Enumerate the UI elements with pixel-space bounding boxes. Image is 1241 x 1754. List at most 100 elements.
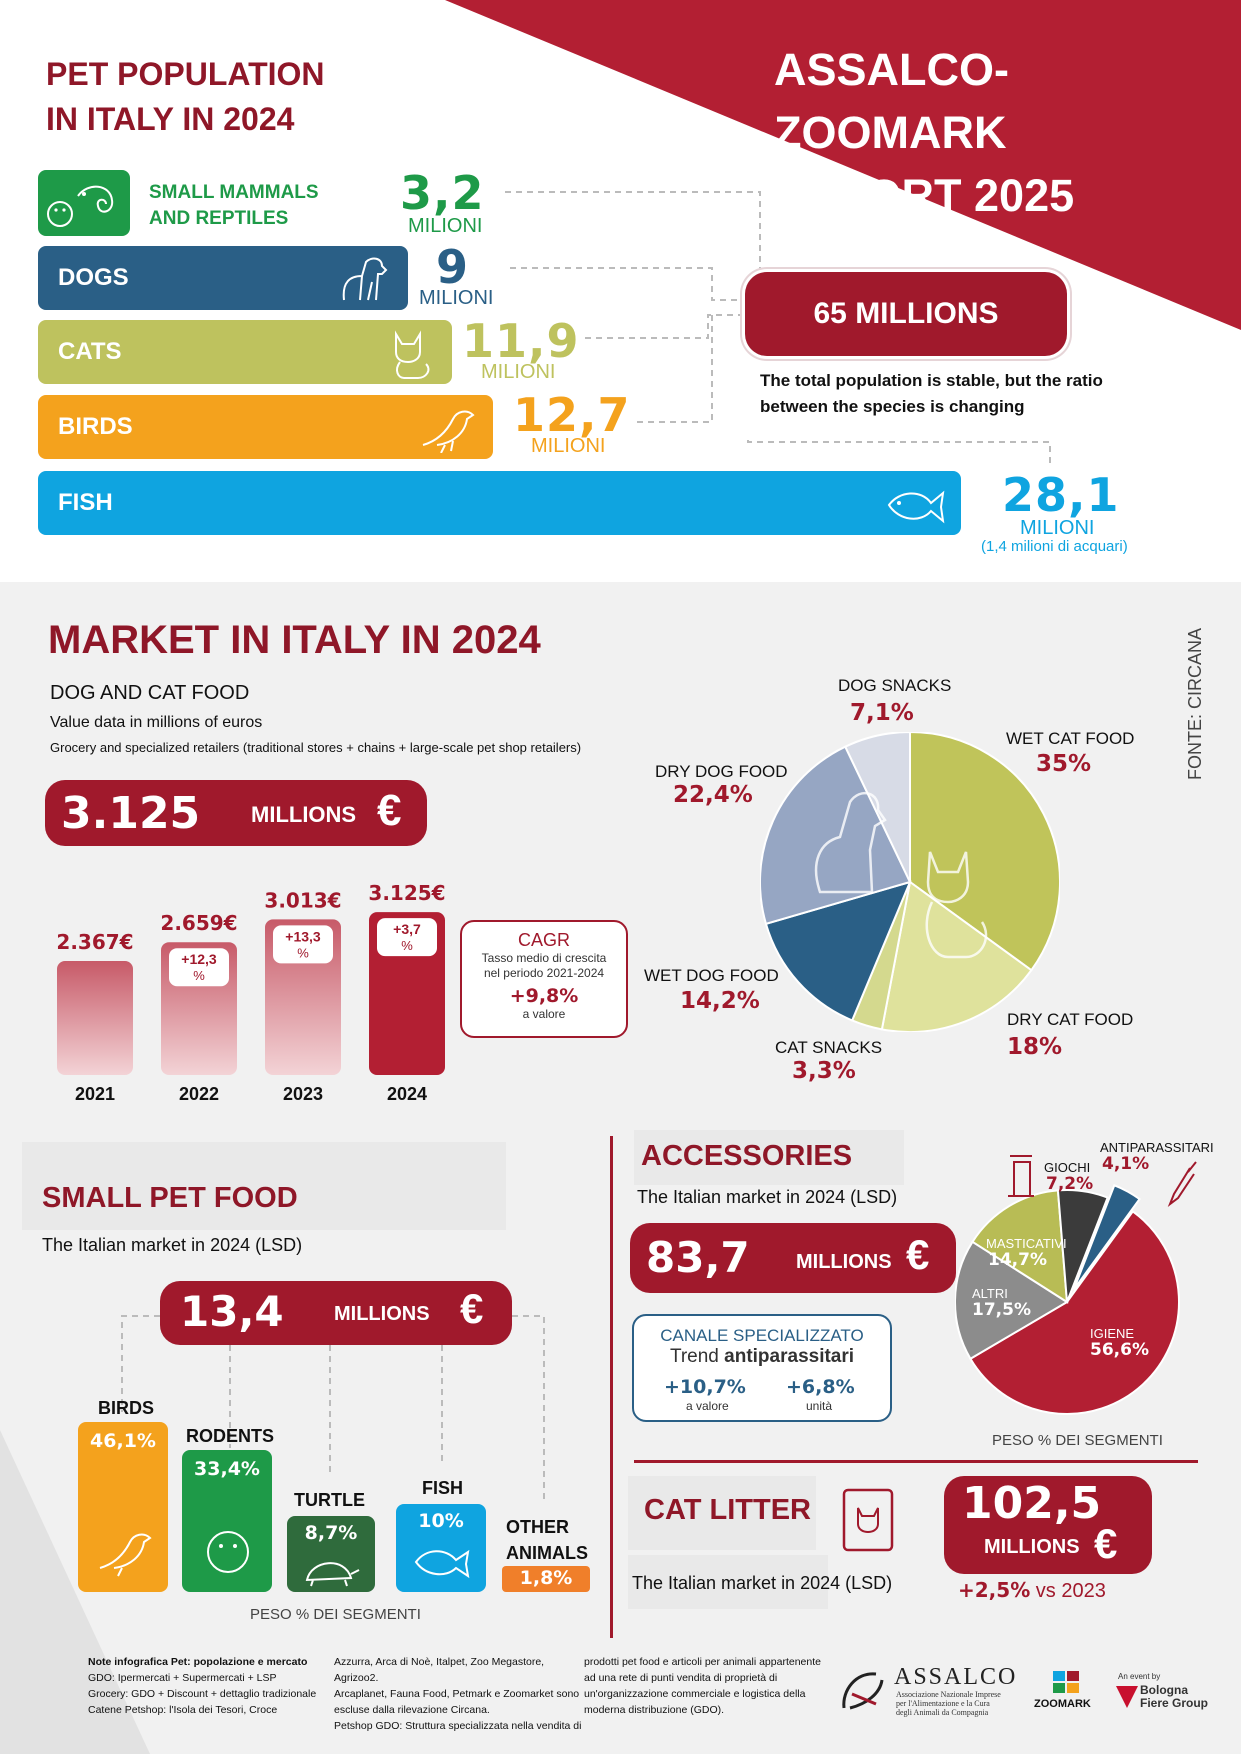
segment-bar-turtle: 8,7% [287, 1516, 375, 1592]
channel-value-1-note: a valore [686, 1399, 729, 1413]
dogs-unit: MILIONI [419, 287, 494, 309]
growth-unit-2023: % [297, 945, 309, 960]
year-bar-value-2022: 2.659€ [160, 911, 237, 935]
channel-title: CANALE SPECIALIZZATO [660, 1326, 864, 1345]
specialized-channel-box: CANALE SPECIALIZZATO Trend antiparassita… [632, 1314, 892, 1422]
cat-litter-unit: MILLIONS [984, 1536, 1080, 1558]
acc-label-altri: ALTRI [972, 1286, 1008, 1301]
footer-note-8: prodotti pet food e articoli per animali… [584, 1656, 821, 1668]
accessories-subtitle: The Italian market in 2024 (LSD) [637, 1187, 898, 1207]
fish-value: 28,1 [1002, 468, 1120, 522]
segment-label-birds: BIRDS [98, 1398, 155, 1418]
pie-label-wet-cat: WET CAT FOOD [1006, 729, 1135, 748]
cat-litter-euro: € [1094, 1520, 1118, 1567]
assalco-logo-mark [842, 1672, 884, 1710]
year-tick-2021: 2021 [75, 1084, 115, 1104]
channel-value-2: +6,8% [786, 1376, 855, 1398]
hamster-chameleon-icon [47, 185, 114, 227]
section-divider-vertical [610, 1136, 613, 1638]
section-divider-horizontal [634, 1460, 1198, 1463]
assalco-sub-1: Associazione Nazionale Imprese [896, 1690, 1001, 1699]
growth-value-2022: +12,3 [181, 951, 217, 967]
bologna-text-2: Fiere Group [1140, 1696, 1209, 1710]
year-bar-value-2023: 3.013€ [264, 888, 341, 912]
segment-label-other: OTHER ANIMALS [506, 1514, 588, 1566]
assalco-logo-text: ASSALCO [894, 1664, 1018, 1690]
segment-value-fish: 10% [418, 1510, 464, 1532]
pie-label-dry-cat: DRY CAT FOOD [1007, 1010, 1134, 1029]
acc-label-giochi: GIOCHI [1044, 1160, 1091, 1175]
cagr-desc-2: nel periodo 2021-2024 [483, 966, 605, 980]
year-bar-2021 [57, 961, 133, 1075]
footer-note-5: Arcaplanet, Fauna Food, Petmark e Zoomar… [334, 1688, 580, 1700]
fish-icon [414, 1549, 470, 1579]
small-mammals-value: 3,2 [400, 166, 485, 220]
channel-trend-bold: antiparassitari [724, 1346, 855, 1367]
cat-litter-total-badge: 102,5 MILLIONS € [944, 1476, 1152, 1574]
acc-value-giochi: 7,2% [1046, 1174, 1094, 1194]
growth-value-2024: +3,7 [393, 921, 421, 937]
footer-note-11: moderna distribuzione (GDO). [584, 1704, 725, 1716]
dog-cat-food-pie [760, 732, 1060, 1032]
pie-label-wet-dog: WET DOG FOOD [644, 966, 779, 985]
segment-bar-other: 1,8% [502, 1566, 590, 1592]
fish-aquaria-note: (1,4 milioni di acquari) [981, 538, 1128, 555]
scratching-post-icon [1008, 1155, 1034, 1197]
total-note-line2: between the species is changing [760, 397, 1025, 416]
small-pet-connectors [121, 1315, 545, 1500]
small-mammals-label-line1: SMALL MAMMALS [149, 182, 319, 203]
zoomark-logo-text: ZOOMARK [1034, 1698, 1091, 1710]
decorative-triangle [0, 1430, 150, 1754]
pie-label-cat-snacks: CAT SNACKS [775, 1038, 883, 1057]
pie-label-dry-dog: DRY DOG FOOD [655, 762, 788, 781]
event-by-label: An event by [1118, 1672, 1161, 1681]
cagr-value: +9,8% [509, 985, 579, 1007]
segment-value-birds: 46,1% [90, 1430, 156, 1452]
accessories-euro: € [906, 1231, 930, 1278]
year-tick-2024: 2024 [387, 1084, 427, 1104]
accessories-header-bg [634, 1130, 904, 1185]
footer-note-10: un'organizzazione commerciale e logistic… [584, 1688, 806, 1700]
segment-bar-birds: 46,1% [78, 1422, 168, 1592]
segment-value-turtle: 8,7% [304, 1522, 358, 1544]
bird-icon [422, 410, 475, 453]
turtle-icon [305, 1562, 360, 1587]
footer-col-1: Note infografica Pet: popolazione e merc… [88, 1654, 328, 1718]
market-total-value: 3.125 [61, 788, 201, 839]
accessories-total-badge: 83,7 MILLIONS € [630, 1223, 956, 1293]
population-title-line1: PET POPULATION [46, 56, 325, 92]
year-bar-value-2024: 3.125€ [368, 881, 445, 905]
segment-bar-fish: 10% [396, 1504, 486, 1592]
accessories-unit: MILLIONS [796, 1251, 892, 1273]
cats-bar: CATS [38, 320, 452, 384]
acc-label-masticativi: MASTICATIVI [986, 1236, 1067, 1251]
bologna-fiere-logo-icon [1116, 1686, 1138, 1708]
dogs-label: DOGS [58, 264, 129, 291]
pie-slice-igiene [969, 1209, 1180, 1415]
header-red-triangle [445, 0, 1241, 330]
accessories-title: ACCESSORIES [641, 1140, 853, 1172]
birds-unit: MILIONI [531, 435, 606, 457]
report-title: ASSALCO-ZOOMARK REPORT 2025 [774, 38, 1234, 227]
small-mammals-label-line2: AND REPTILES [149, 208, 289, 229]
pie-value-dog-snacks: 7,1% [850, 700, 914, 726]
small-pet-food-header-bg [22, 1142, 506, 1230]
assalco-sub-3: degli Animali da Compagnia [896, 1708, 989, 1717]
footer-note-2: Grocery: GDO + Discount + dettaglio trad… [88, 1688, 317, 1700]
growth-badge-2023 [273, 925, 333, 964]
pie-slice-wet-dog-food [764, 880, 912, 1022]
total-population-badge: 65 MILLIONS [745, 272, 1067, 356]
cats-value: 11,9 [462, 314, 580, 368]
cat-litter-subtitle: The Italian market in 2024 (LSD) [632, 1573, 893, 1593]
bird-icon [99, 1533, 152, 1577]
cats-unit: MILIONI [481, 361, 556, 383]
channel-value-1: +10,7% [664, 1376, 746, 1398]
growth-unit-2024: % [401, 938, 413, 953]
pie-label-dog-snacks: DOG SNACKS [838, 676, 952, 695]
cagr-note: a valore [522, 1007, 566, 1021]
dog-icon [342, 257, 388, 301]
fish-unit: MILIONI [1020, 517, 1095, 539]
small-pet-weights-note: PESO % DEI SEGMENTI [250, 1606, 421, 1623]
market-subtitle: DOG AND CAT FOOD [50, 682, 250, 704]
small-mammals-unit: MILIONI [408, 215, 483, 237]
